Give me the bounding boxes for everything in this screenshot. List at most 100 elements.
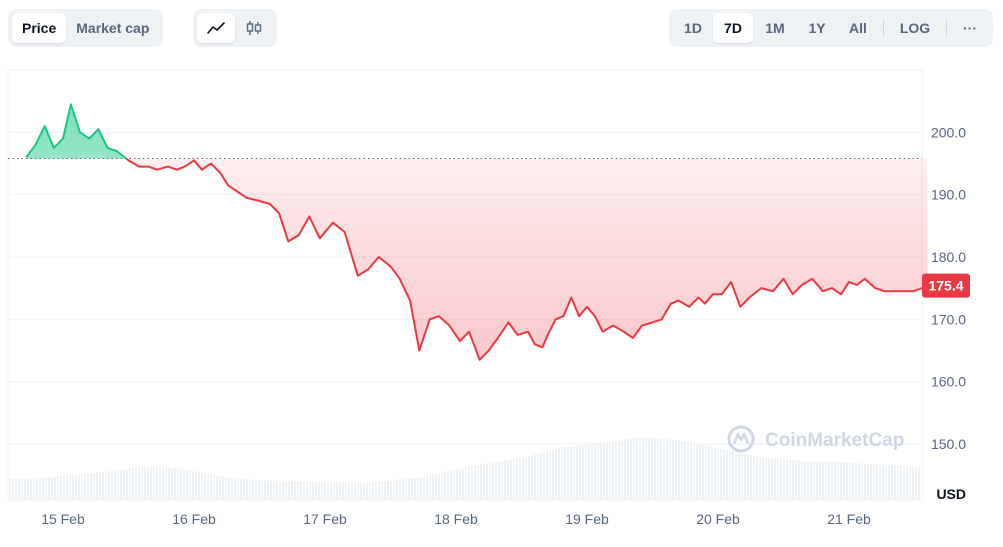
volume-bar: [600, 442, 602, 500]
volume-bar: [810, 461, 812, 500]
volume-bar: [597, 442, 599, 500]
volume-bar: [585, 444, 587, 500]
volume-bar: [708, 446, 710, 500]
volume-bar: [411, 478, 413, 500]
volume-bar: [483, 463, 485, 500]
volume-bar: [255, 479, 257, 500]
volume-bar: [864, 463, 866, 500]
volume-bar: [111, 470, 113, 500]
volume-bar: [480, 464, 482, 500]
volume-bar: [753, 455, 755, 500]
volume-bar: [891, 465, 893, 500]
volume-bar: [264, 480, 266, 500]
volume-bar: [108, 471, 110, 500]
volume-bar: [879, 464, 881, 500]
volume-bar: [219, 476, 221, 500]
volume-bar: [438, 473, 440, 500]
volume-bar: [915, 466, 917, 500]
volume-bar: [33, 478, 35, 500]
range-1y-button[interactable]: 1Y: [808, 20, 826, 36]
volume-bar: [369, 482, 371, 500]
volume-bar: [405, 478, 407, 500]
y-tick-label: 160.0: [931, 374, 966, 390]
volume-bar: [228, 477, 230, 500]
volume-bar: [543, 452, 545, 500]
range-1m-button[interactable]: 1M: [765, 20, 785, 36]
volume-bar: [225, 477, 227, 500]
volume-bar: [360, 482, 362, 500]
volume-bar: [381, 481, 383, 500]
volume-bar: [183, 468, 185, 500]
volume-bar: [789, 459, 791, 500]
volume-bar: [471, 466, 473, 500]
watermark-text: CoinMarketCap: [765, 430, 904, 451]
volume-bar: [918, 466, 920, 500]
volume-bar: [273, 480, 275, 500]
volume-bar: [84, 473, 86, 500]
more-options-button[interactable]: ···: [963, 20, 977, 36]
volume-bar: [843, 462, 845, 500]
range-7d-button[interactable]: 7D: [713, 13, 753, 43]
volume-bar: [738, 452, 740, 500]
volume-bar: [504, 460, 506, 500]
current-price-label: 175.4: [928, 278, 963, 294]
volume-bar: [777, 458, 779, 500]
volume-bar: [348, 482, 350, 500]
range-1d-button[interactable]: 1D: [684, 20, 702, 36]
volume-bar: [9, 479, 11, 500]
volume-bar: [693, 443, 695, 500]
range-all-button[interactable]: All: [849, 20, 867, 36]
volume-bar: [726, 449, 728, 500]
volume-bar: [36, 478, 38, 500]
volume-bar: [687, 442, 689, 500]
volume-bar: [303, 481, 305, 500]
volume-bar: [162, 467, 164, 500]
volume-bar: [45, 477, 47, 500]
volume-bar: [258, 480, 260, 500]
volume-bar: [846, 462, 848, 500]
volume-bar: [432, 474, 434, 500]
volume-bar: [414, 477, 416, 500]
volume-bar: [624, 439, 626, 500]
volume-bar: [174, 468, 176, 500]
log-scale-button[interactable]: LOG: [899, 20, 931, 36]
volume-bar: [186, 469, 188, 500]
volume-bar: [840, 461, 842, 500]
volume-bar: [390, 480, 392, 500]
volume-bar: [51, 476, 53, 500]
volume-bar: [861, 463, 863, 500]
x-tick-label: 18 Feb: [434, 511, 478, 527]
volume-bar: [132, 467, 134, 500]
volume-bar: [309, 481, 311, 500]
volume-bar: [579, 445, 581, 500]
market-cap-tab[interactable]: Market cap: [76, 20, 150, 36]
volume-bar: [612, 441, 614, 500]
volume-bar: [765, 457, 767, 500]
volume-bar: [540, 453, 542, 500]
price-tab[interactable]: Price: [12, 13, 67, 43]
volume-bar: [534, 454, 536, 500]
volume-bar: [636, 437, 638, 500]
volume-bar: [378, 481, 380, 500]
volume-bar: [159, 467, 161, 500]
volume-bar: [462, 467, 464, 500]
line-chart-button[interactable]: [197, 13, 235, 43]
y-tick-label: 150.0: [931, 436, 966, 452]
volume-bar: [384, 480, 386, 500]
volume-bar: [285, 480, 287, 500]
volume-bar: [198, 472, 200, 500]
candlestick-chart-button[interactable]: [235, 13, 273, 43]
volume-bar: [642, 437, 644, 500]
volume-bar: [420, 476, 422, 500]
volume-bar: [171, 467, 173, 500]
volume-bar: [78, 474, 80, 500]
volume-bar: [885, 464, 887, 500]
volume-bar: [336, 481, 338, 500]
volume-bar: [867, 463, 869, 500]
volume-bar: [798, 460, 800, 500]
volume-bar: [57, 476, 59, 500]
volume-bar: [780, 459, 782, 500]
volume-bar: [114, 470, 116, 500]
currency-label: USD: [936, 486, 966, 502]
